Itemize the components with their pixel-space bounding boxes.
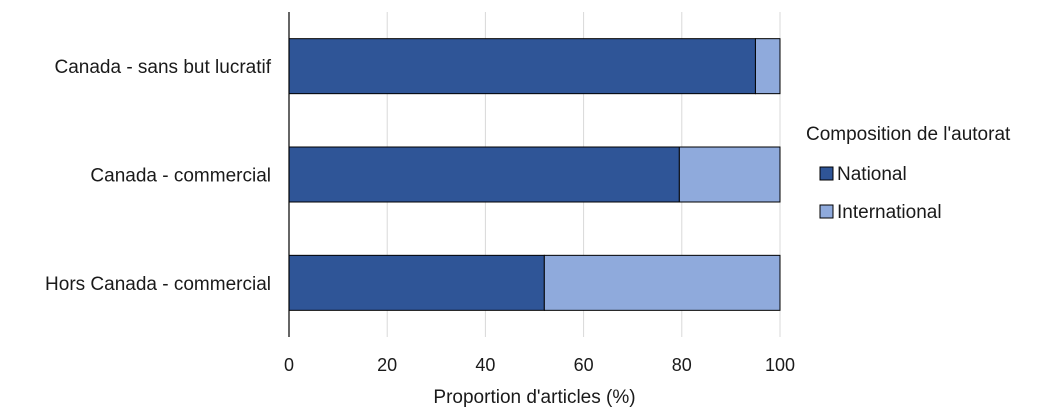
x-axis-title: Proportion d'articles (%) — [433, 387, 635, 408]
category-label-1: Canada - commercial — [90, 166, 271, 187]
bar-international-2 — [543, 254, 781, 311]
x-tick-label-0: 0 — [284, 355, 294, 375]
legend-title: Composition de l'autorat — [806, 124, 1011, 145]
bar-national-2 — [288, 254, 545, 311]
category-label-2: Hors Canada - commercial — [45, 274, 271, 295]
x-tick-label-60: 60 — [574, 355, 594, 375]
category-label-0: Canada - sans but lucratif — [54, 57, 271, 78]
legend-label-national: National — [837, 164, 907, 185]
bar-international-0 — [754, 38, 781, 95]
bar-international-1 — [678, 146, 781, 203]
x-tick-label-100: 100 — [765, 355, 795, 375]
bar-national-1 — [288, 146, 680, 203]
legend-swatch-national — [819, 166, 834, 181]
x-tick-label-40: 40 — [475, 355, 495, 375]
x-tick-label-20: 20 — [377, 355, 397, 375]
x-tick-label-80: 80 — [672, 355, 692, 375]
bar-national-0 — [288, 38, 756, 95]
legend-swatch-international — [819, 204, 834, 219]
legend: Composition de l'autorat National Interna… — [806, 124, 1011, 223]
bars — [288, 38, 781, 311]
labels: 0 20 40 60 80 100 Canada - sans but lucratif Ca… — [45, 57, 795, 375]
legend-label-international: International — [837, 202, 942, 223]
